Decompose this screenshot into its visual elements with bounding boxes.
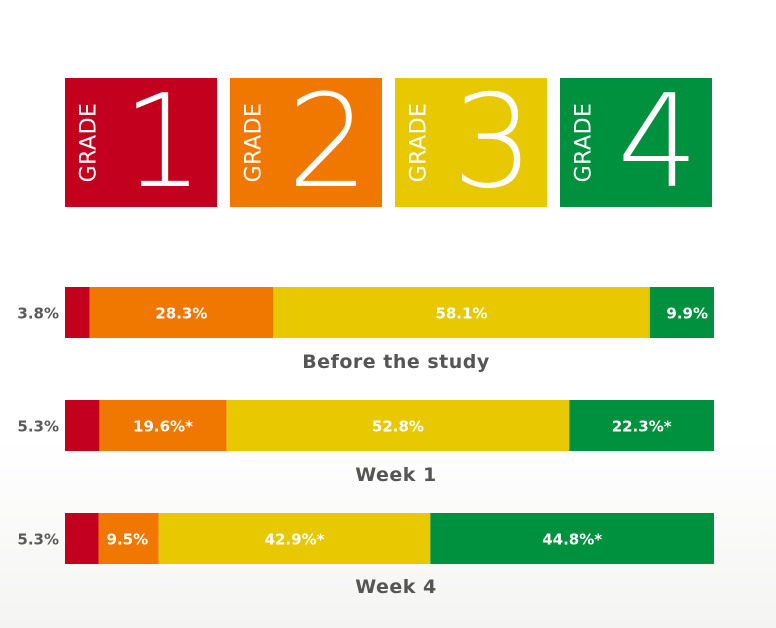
row-title: Week 4 (355, 576, 437, 598)
bar-segment (98, 513, 159, 564)
grade-4-box: GRADE 4 (560, 78, 712, 207)
bar-segment (89, 287, 274, 338)
data-label: 22.3%* (612, 418, 672, 436)
grade-3-box: GRADE 3 (395, 78, 547, 207)
data-label: 9.5% (107, 531, 149, 549)
grade-number: 3 (452, 78, 534, 207)
grade-1-box: GRADE 1 (65, 78, 217, 207)
bar-segment (65, 513, 99, 564)
grade-2-box: GRADE 2 (230, 78, 382, 207)
data-label: 52.8% (372, 418, 424, 436)
bar-segment (65, 287, 90, 338)
grade-number: 2 (287, 78, 369, 207)
bar-segment (65, 400, 100, 451)
bar-segment (99, 400, 227, 451)
row-title: Before the study (302, 351, 490, 373)
bar-segment (226, 400, 570, 451)
data-label: 19.6%* (133, 418, 193, 436)
grade-number: 1 (122, 78, 204, 207)
data-label: 28.3% (155, 305, 207, 323)
data-label: 58.1% (435, 305, 487, 323)
bar-segment (649, 287, 714, 338)
data-label: 9.9% (666, 305, 708, 323)
grade-number: 4 (617, 78, 699, 207)
grade1-value-label: 3.8% (17, 305, 59, 323)
bar-segment (569, 400, 714, 451)
grade1-value-label: 5.3% (17, 418, 59, 436)
bar-segment (430, 513, 714, 564)
bar-segment (273, 287, 650, 338)
grade1-value-label: 5.3% (17, 531, 59, 549)
data-label: 44.8%* (542, 531, 602, 549)
data-label: 42.9%* (265, 531, 325, 549)
bar-segment (158, 513, 431, 564)
row-title: Week 1 (355, 464, 437, 486)
